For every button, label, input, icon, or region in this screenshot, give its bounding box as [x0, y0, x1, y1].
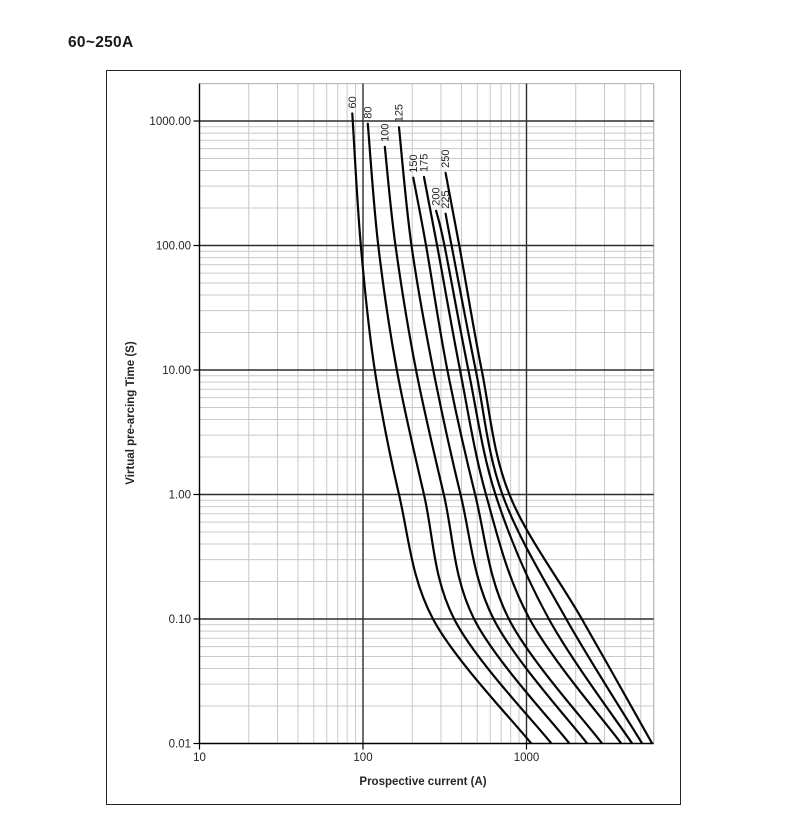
- y-tick-label: 1.00: [169, 490, 191, 502]
- curve-label-80: 80: [362, 107, 374, 119]
- y-tick-label: 1000.00: [149, 116, 191, 128]
- curve-100: [383, 145, 571, 744]
- y-tick-label: 10.00: [162, 365, 191, 377]
- y-tick-label: 0.01: [169, 739, 191, 751]
- curve-label-200: 200: [431, 187, 443, 205]
- curve-225: [444, 212, 644, 744]
- curve-250: [444, 171, 654, 744]
- curve-125: [397, 126, 589, 744]
- x-tick-label: 10: [193, 752, 206, 764]
- curve-label-100: 100: [379, 123, 391, 141]
- y-axis-title: Virtual pre-arcing Time (S): [125, 341, 137, 485]
- curve-175: [422, 175, 623, 744]
- x-tick-label: 1000: [514, 752, 540, 764]
- curve-label-250: 250: [440, 150, 452, 168]
- page-title: 60~250A: [68, 34, 134, 51]
- curve-200: [435, 209, 634, 744]
- curve-label-125: 125: [393, 104, 405, 122]
- y-tick-label: 0.10: [169, 614, 191, 626]
- x-tick-label: 100: [353, 752, 372, 764]
- curve-label-60: 60: [347, 96, 359, 108]
- curve-80: [366, 122, 553, 744]
- x-axis-title: Prospective current (A): [359, 776, 487, 788]
- curve-label-175: 175: [418, 154, 430, 172]
- y-tick-label: 100.00: [156, 241, 191, 253]
- chart-frame: [106, 70, 681, 805]
- curve-150: [412, 176, 604, 744]
- curve-60: [351, 112, 533, 744]
- curve-label-150: 150: [408, 154, 420, 172]
